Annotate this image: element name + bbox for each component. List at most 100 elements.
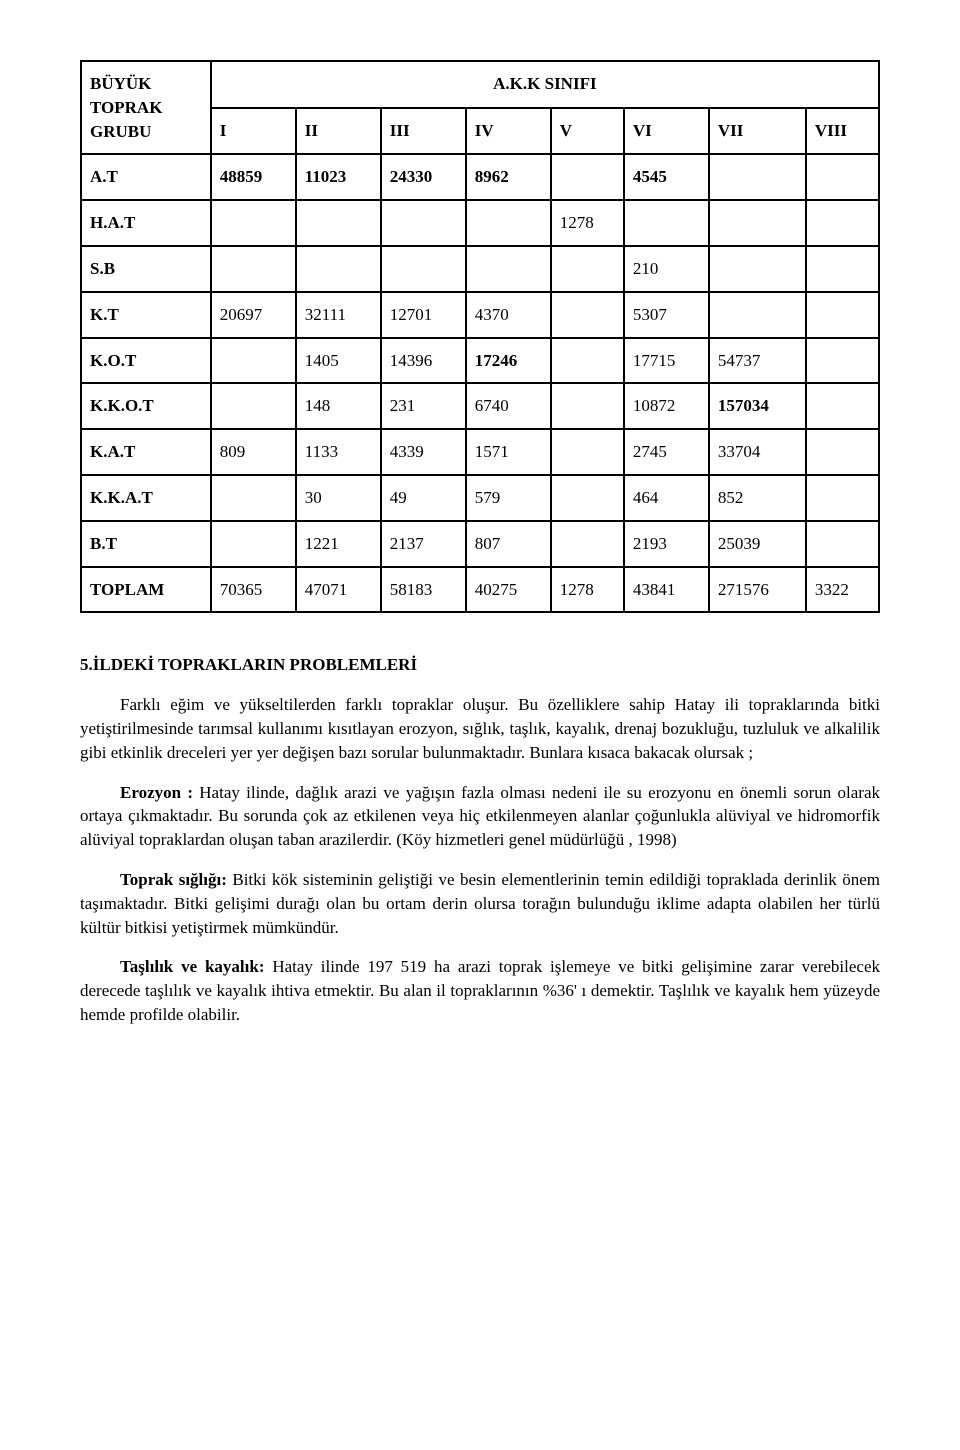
header-line1: BÜYÜK bbox=[90, 74, 151, 93]
table-row: K.A.T809113343391571274533704 bbox=[81, 429, 879, 475]
table-cell: 40275 bbox=[466, 567, 551, 613]
table-cell: 210 bbox=[624, 246, 709, 292]
label-taslilik: Taşlılık ve kayalık: bbox=[120, 957, 265, 976]
table-cell: 464 bbox=[624, 475, 709, 521]
table-cell bbox=[466, 246, 551, 292]
col-header: VII bbox=[709, 108, 806, 155]
row-label: K.K.A.T bbox=[81, 475, 211, 521]
table-cell: 30 bbox=[296, 475, 381, 521]
table-cell bbox=[551, 429, 624, 475]
row-label: B.T bbox=[81, 521, 211, 567]
row-label: K.T bbox=[81, 292, 211, 338]
table-cell bbox=[709, 292, 806, 338]
col-header: II bbox=[296, 108, 381, 155]
table-cell: 48859 bbox=[211, 154, 296, 200]
table-cell bbox=[211, 521, 296, 567]
table-cell: 6740 bbox=[466, 383, 551, 429]
table-cell bbox=[296, 246, 381, 292]
table-cell: 43841 bbox=[624, 567, 709, 613]
table-cell: 49 bbox=[381, 475, 466, 521]
section-heading: 5.İLDEKİ TOPRAKLARIN PROBLEMLERİ bbox=[80, 653, 880, 677]
table-cell bbox=[806, 521, 879, 567]
table-row: K.K.A.T 3049579 464852 bbox=[81, 475, 879, 521]
paragraph-intro: Farklı eğim ve yükseltilerden farklı top… bbox=[80, 693, 880, 764]
table-cell bbox=[709, 200, 806, 246]
table-cell: 8962 bbox=[466, 154, 551, 200]
table-cell bbox=[806, 292, 879, 338]
table-cell: 809 bbox=[211, 429, 296, 475]
table-cell: 2137 bbox=[381, 521, 466, 567]
table-cell bbox=[211, 383, 296, 429]
table-cell: 157034 bbox=[709, 383, 806, 429]
table-cell: 4545 bbox=[624, 154, 709, 200]
table-cell bbox=[551, 521, 624, 567]
col-group-header: A.K.K SINIFI bbox=[211, 61, 879, 108]
table-cell: 20697 bbox=[211, 292, 296, 338]
table-cell: 2745 bbox=[624, 429, 709, 475]
header-line2: TOPRAK bbox=[90, 98, 162, 117]
table-cell: 17246 bbox=[466, 338, 551, 384]
col-header: III bbox=[381, 108, 466, 155]
table-cell bbox=[709, 154, 806, 200]
col-header: V bbox=[551, 108, 624, 155]
table-cell bbox=[806, 338, 879, 384]
table-cell: 14396 bbox=[381, 338, 466, 384]
table-row: TOPLAM7036547071581834027512784384127157… bbox=[81, 567, 879, 613]
table-cell bbox=[806, 154, 879, 200]
row-group-header: BÜYÜK TOPRAK GRUBU bbox=[81, 61, 211, 154]
table-cell bbox=[211, 475, 296, 521]
table-cell: 579 bbox=[466, 475, 551, 521]
table-cell: 1221 bbox=[296, 521, 381, 567]
row-label: K.O.T bbox=[81, 338, 211, 384]
table-cell bbox=[551, 246, 624, 292]
row-label: K.A.T bbox=[81, 429, 211, 475]
row-label: TOPLAM bbox=[81, 567, 211, 613]
table-cell bbox=[296, 200, 381, 246]
table-row: K.T20697321111270143705307 bbox=[81, 292, 879, 338]
row-label: A.T bbox=[81, 154, 211, 200]
table-cell bbox=[551, 475, 624, 521]
table-cell: 24330 bbox=[381, 154, 466, 200]
col-header: I bbox=[211, 108, 296, 155]
table-cell bbox=[381, 200, 466, 246]
table-row: S.B 210 bbox=[81, 246, 879, 292]
table-cell: 807 bbox=[466, 521, 551, 567]
table-cell: 852 bbox=[709, 475, 806, 521]
table-row: H.A.T 1278 bbox=[81, 200, 879, 246]
table-cell bbox=[211, 338, 296, 384]
table-row: K.O.T140514396172461771554737 bbox=[81, 338, 879, 384]
table-row: K.K.O.T148231674010872157034 bbox=[81, 383, 879, 429]
table-cell bbox=[551, 338, 624, 384]
table-cell bbox=[466, 200, 551, 246]
table-cell: 32111 bbox=[296, 292, 381, 338]
table-cell: 33704 bbox=[709, 429, 806, 475]
table-cell: 47071 bbox=[296, 567, 381, 613]
row-label: H.A.T bbox=[81, 200, 211, 246]
table-cell: 1278 bbox=[551, 200, 624, 246]
row-label: S.B bbox=[81, 246, 211, 292]
table-cell: 148 bbox=[296, 383, 381, 429]
table-cell: 1405 bbox=[296, 338, 381, 384]
table-cell bbox=[211, 200, 296, 246]
header-line3: GRUBU bbox=[90, 122, 151, 141]
table-cell bbox=[806, 200, 879, 246]
table-cell: 10872 bbox=[624, 383, 709, 429]
table-cell bbox=[806, 246, 879, 292]
table-cell bbox=[709, 246, 806, 292]
paragraph-erozyon: Erozyon : Hatay ilinde, dağlık arazi ve … bbox=[80, 781, 880, 852]
paragraph-taslilik: Taşlılık ve kayalık: Hatay ilinde 197 51… bbox=[80, 955, 880, 1026]
table-cell: 25039 bbox=[709, 521, 806, 567]
table-row: B.T12212137807219325039 bbox=[81, 521, 879, 567]
table-cell bbox=[806, 383, 879, 429]
label-erozyon: Erozyon : bbox=[120, 783, 193, 802]
col-header: VI bbox=[624, 108, 709, 155]
table-cell: 58183 bbox=[381, 567, 466, 613]
table-cell bbox=[211, 246, 296, 292]
table-cell bbox=[551, 154, 624, 200]
table-cell bbox=[381, 246, 466, 292]
table-cell: 4339 bbox=[381, 429, 466, 475]
table-cell bbox=[551, 292, 624, 338]
table-cell: 70365 bbox=[211, 567, 296, 613]
text-erozyon: Hatay ilinde, dağlık arazi ve yağışın fa… bbox=[80, 783, 880, 850]
table-cell: 54737 bbox=[709, 338, 806, 384]
